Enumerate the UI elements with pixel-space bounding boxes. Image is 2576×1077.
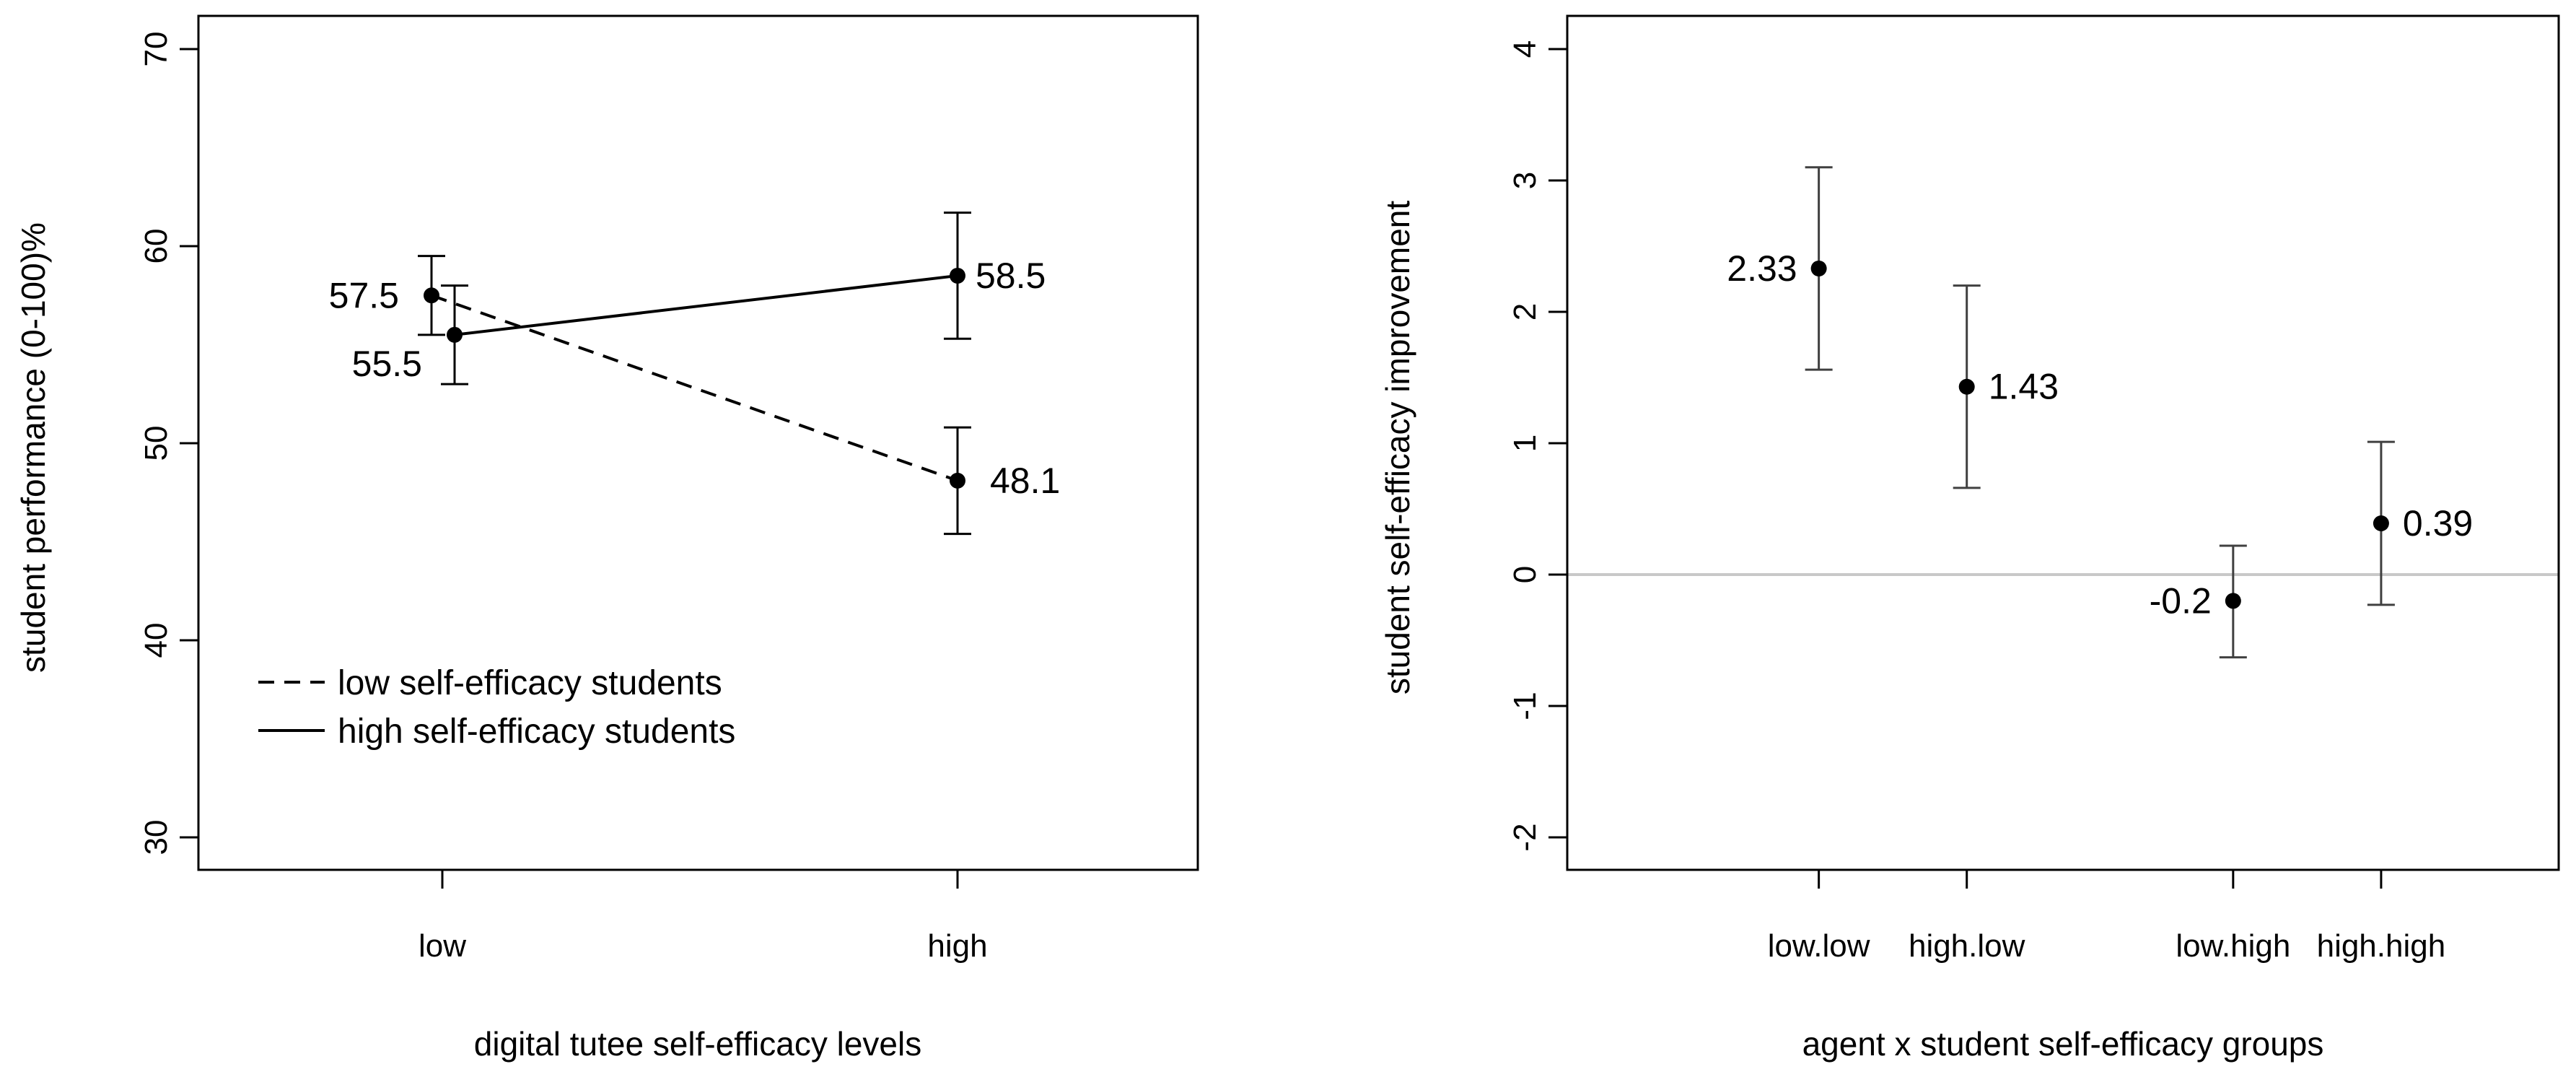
data-label: 1.43 [1989, 367, 2059, 407]
high-efficacy-series-line [454, 274, 958, 336]
right-x-tick-label: high.low [1909, 928, 2025, 964]
left-x-axis-title: digital tutee self-efficacy levels [474, 1025, 921, 1063]
data-point [424, 287, 439, 304]
right-points: 2.33 1.43 -0.2 0.39 [1727, 166, 2473, 659]
left-x-tick-label: low [419, 928, 466, 964]
left-y-tick-label: 60 [139, 229, 174, 264]
right-y-tick-label: 0 [1507, 566, 1543, 583]
left-x-tick-label: high [927, 928, 987, 964]
data-label: 2.33 [1727, 248, 1797, 289]
right-x-axis: low.low high.low low.high high.high [1768, 868, 2446, 964]
right-chart: -2 -1 0 1 2 3 4 low.low high.low low.high high.hi… [1379, 14, 2560, 1063]
data-label: 55.5 [352, 344, 422, 384]
right-y-tick-label: -1 [1507, 692, 1543, 720]
left-y-tick-label: 50 [139, 426, 174, 461]
left-y-tick-label: 40 [139, 623, 174, 658]
data-point [447, 326, 463, 343]
right-x-tick-label: low.high [2176, 928, 2290, 964]
right-x-tick-label: high.high [2317, 928, 2446, 964]
right-x-axis-title: agent x student self-efficacy groups [1802, 1025, 2324, 1063]
right-y-tick-label: 3 [1507, 172, 1543, 189]
data-point [950, 267, 965, 284]
low-efficacy-series-line [431, 294, 958, 482]
data-point [1810, 260, 1827, 276]
right-y-axis: -2 -1 0 1 2 3 4 [1507, 40, 1569, 852]
left-y-tick-label: 70 [139, 32, 174, 67]
left-chart: 30 40 50 60 70 low high 57.5 48.1 55.5 58.5 low … [14, 14, 1199, 1063]
right-x-tick-label: low.low [1768, 928, 1870, 964]
left-series: 57.5 48.1 55.5 58.5 [329, 212, 1060, 536]
data-label: 48.1 [990, 461, 1060, 501]
data-point [2373, 515, 2389, 532]
right-y-tick-label: 2 [1507, 303, 1543, 321]
left-y-tick-label: 30 [139, 820, 174, 855]
data-label: -0.2 [2150, 580, 2212, 621]
legend-label-high: high self-efficacy students [338, 712, 735, 751]
data-point [2225, 593, 2241, 609]
right-plot-frame [1566, 14, 2560, 871]
right-y-tick-label: -2 [1507, 823, 1543, 851]
left-y-axis-title: student performance (0-100)% [14, 222, 52, 673]
right-y-tick-label: 4 [1507, 40, 1543, 58]
left-x-axis: low high [419, 870, 988, 964]
data-point [950, 472, 965, 489]
legend-label-low: low self-efficacy students [338, 664, 722, 702]
right-y-tick-label: 1 [1507, 435, 1543, 452]
right-y-axis-title: student self-efficacy improvement [1379, 201, 1416, 695]
data-label: 57.5 [329, 275, 399, 315]
left-legend: low self-efficacy students high self-eff… [258, 664, 735, 751]
data-point [1958, 378, 1975, 395]
data-label: 58.5 [976, 256, 1046, 296]
data-label: 0.39 [2403, 503, 2473, 544]
left-y-axis: 30 40 50 60 70 [139, 32, 200, 855]
